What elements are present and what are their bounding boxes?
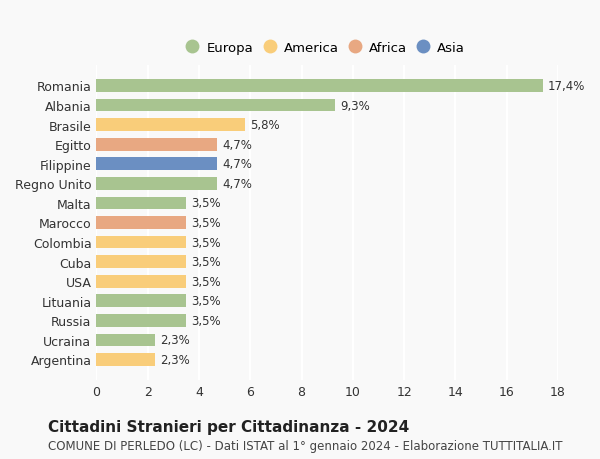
Bar [97, 275, 186, 288]
Text: 9,3%: 9,3% [340, 99, 370, 112]
Bar [97, 334, 155, 347]
Text: 3,5%: 3,5% [191, 217, 221, 230]
Bar [97, 256, 186, 269]
Bar [97, 119, 245, 132]
Bar [97, 236, 186, 249]
Text: 3,5%: 3,5% [191, 236, 221, 249]
Text: Cittadini Stranieri per Cittadinanza - 2024: Cittadini Stranieri per Cittadinanza - 2… [48, 419, 409, 434]
Text: 3,5%: 3,5% [191, 275, 221, 288]
Bar [97, 295, 186, 308]
Text: 3,5%: 3,5% [191, 197, 221, 210]
Legend: Europa, America, Africa, Asia: Europa, America, Africa, Asia [185, 38, 469, 59]
Bar [97, 80, 542, 93]
Text: 17,4%: 17,4% [548, 80, 585, 93]
Bar [97, 197, 186, 210]
Text: 4,7%: 4,7% [222, 158, 252, 171]
Bar [97, 217, 186, 230]
Text: COMUNE DI PERLEDO (LC) - Dati ISTAT al 1° gennaio 2024 - Elaborazione TUTTITALIA: COMUNE DI PERLEDO (LC) - Dati ISTAT al 1… [48, 439, 563, 452]
Bar [97, 353, 155, 366]
Text: 4,7%: 4,7% [222, 178, 252, 190]
Bar [97, 178, 217, 190]
Text: 2,3%: 2,3% [160, 334, 190, 347]
Text: 3,5%: 3,5% [191, 295, 221, 308]
Text: 2,3%: 2,3% [160, 353, 190, 366]
Text: 3,5%: 3,5% [191, 256, 221, 269]
Bar [97, 314, 186, 327]
Bar [97, 158, 217, 171]
Text: 5,8%: 5,8% [250, 119, 280, 132]
Text: 3,5%: 3,5% [191, 314, 221, 327]
Bar [97, 100, 335, 112]
Text: 4,7%: 4,7% [222, 138, 252, 151]
Bar [97, 139, 217, 151]
